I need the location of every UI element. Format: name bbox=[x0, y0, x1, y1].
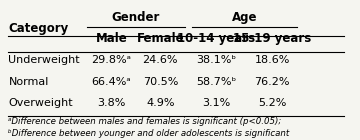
Text: 38.1%ᵇ: 38.1%ᵇ bbox=[196, 55, 236, 65]
Text: Male: Male bbox=[95, 32, 127, 45]
Text: Category: Category bbox=[8, 22, 69, 35]
Text: 10-14 years: 10-14 years bbox=[177, 32, 255, 45]
Text: 58.7%ᵇ: 58.7%ᵇ bbox=[196, 77, 237, 87]
Text: 3.1%: 3.1% bbox=[202, 98, 230, 108]
Text: 15-19 years: 15-19 years bbox=[233, 32, 311, 45]
Text: Overweight: Overweight bbox=[8, 98, 73, 108]
Text: Gender: Gender bbox=[112, 11, 160, 24]
Text: Female: Female bbox=[136, 32, 184, 45]
Text: 24.6%: 24.6% bbox=[143, 55, 178, 65]
Text: ᵃDifference between males and females is significant (p<0.05);: ᵃDifference between males and females is… bbox=[8, 117, 282, 126]
Text: Underweight: Underweight bbox=[8, 55, 80, 65]
Text: 66.4%ᵃ: 66.4%ᵃ bbox=[91, 77, 131, 87]
Text: 18.6%: 18.6% bbox=[255, 55, 290, 65]
Text: 29.8%ᵃ: 29.8%ᵃ bbox=[91, 55, 131, 65]
Text: Age: Age bbox=[231, 11, 257, 24]
Text: 76.2%: 76.2% bbox=[255, 77, 290, 87]
Text: 70.5%: 70.5% bbox=[143, 77, 178, 87]
Text: Normal: Normal bbox=[8, 77, 49, 87]
Text: 5.2%: 5.2% bbox=[258, 98, 286, 108]
Text: 4.9%: 4.9% bbox=[146, 98, 175, 108]
Text: ᵇDifference between younger and older adolescents is significant: ᵇDifference between younger and older ad… bbox=[8, 129, 290, 138]
Text: 3.8%: 3.8% bbox=[97, 98, 126, 108]
